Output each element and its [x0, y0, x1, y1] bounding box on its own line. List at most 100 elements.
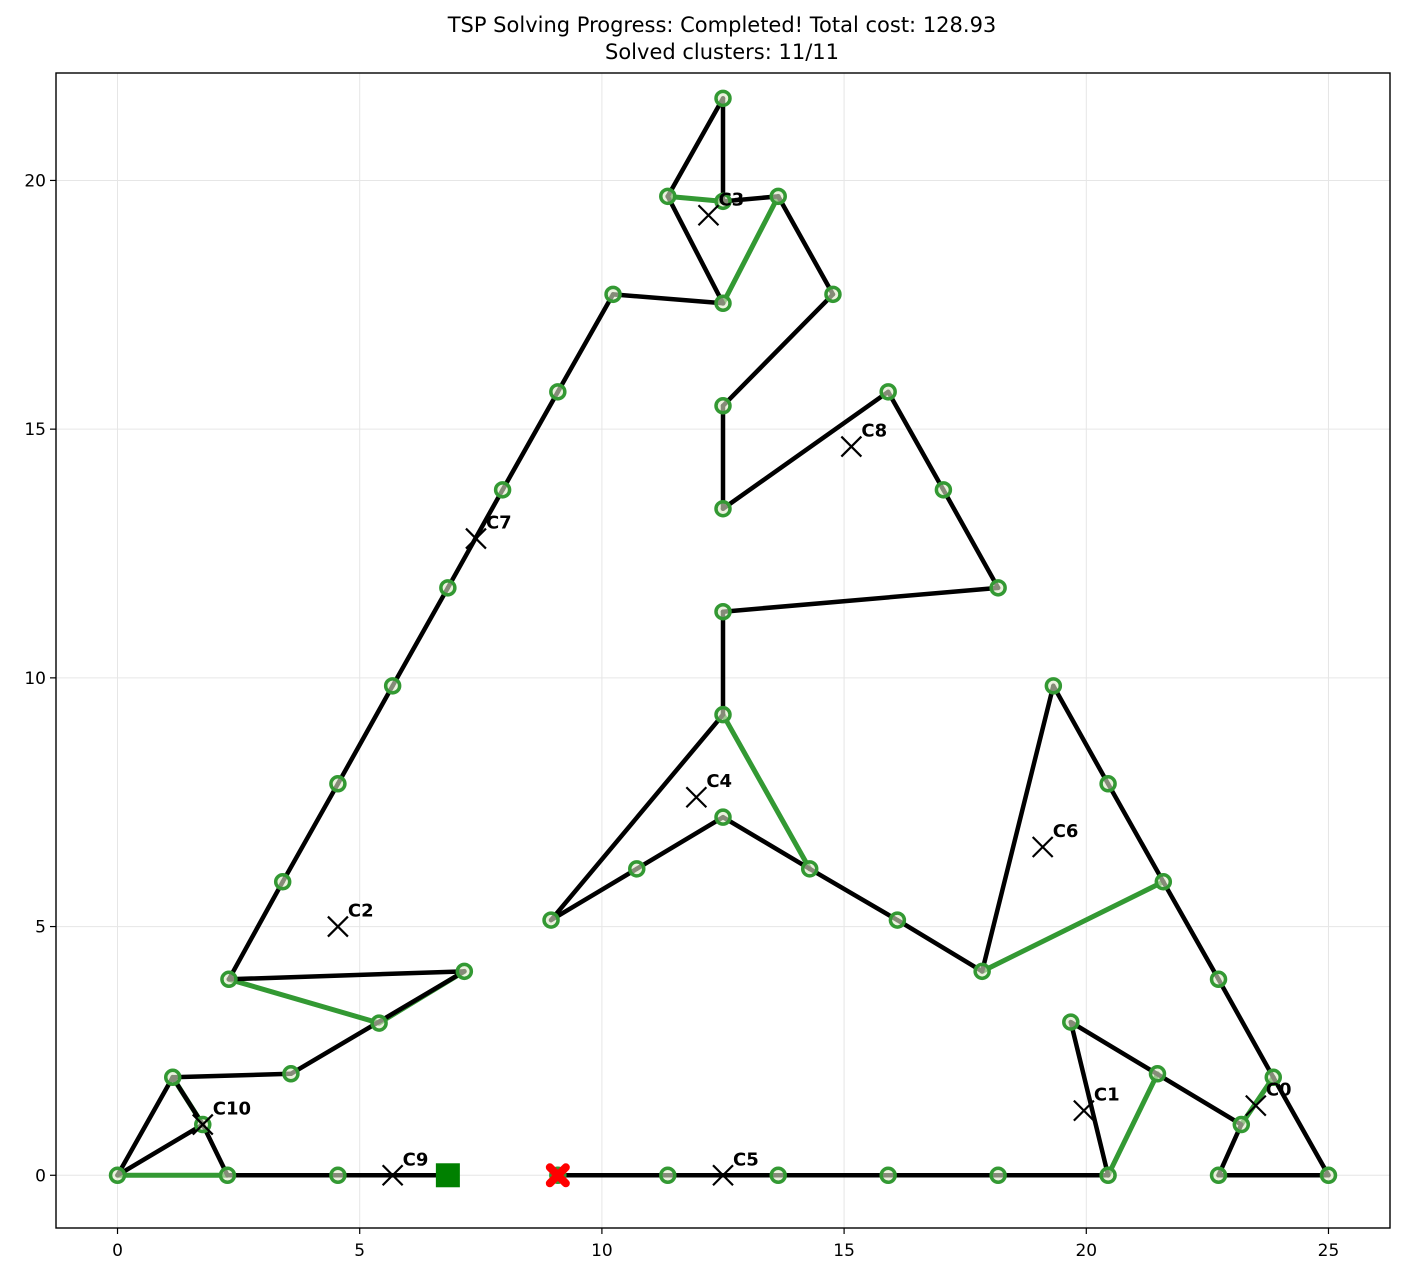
tour-edge — [335, 683, 395, 787]
tour-edge — [807, 866, 900, 923]
node-point — [714, 294, 732, 313]
centroid-x-marker — [1245, 1094, 1267, 1117]
tour-edge — [226, 969, 467, 982]
tour-edge — [170, 1071, 294, 1080]
tour-edge — [665, 96, 726, 199]
node-point — [824, 285, 842, 304]
node-point — [714, 499, 732, 518]
tour-edge — [885, 389, 946, 493]
node-point — [329, 775, 347, 793]
node-point — [934, 481, 953, 499]
tour-edge — [941, 487, 1001, 591]
start-end-markers — [435, 1163, 570, 1188]
tour-edge — [1068, 1019, 1111, 1178]
cluster-label: C10 — [213, 1099, 251, 1120]
node-point — [879, 383, 897, 401]
tour-edge — [720, 585, 1001, 614]
tour-edge — [720, 292, 836, 409]
node-point — [1099, 775, 1117, 793]
cluster-label: C2 — [348, 901, 374, 922]
tour-edge — [610, 292, 726, 306]
y-tick-label: 0 — [35, 1166, 46, 1186]
y-tick-label: 15 — [24, 420, 46, 440]
node-point — [769, 187, 787, 206]
y-tick-label: 5 — [35, 918, 46, 938]
node-point — [1209, 1166, 1228, 1185]
centroid-x-marker — [191, 1113, 214, 1136]
node-point — [714, 89, 732, 108]
tour-edge — [390, 585, 451, 689]
intra-cluster-edge — [720, 712, 813, 872]
centroid-x-marker — [697, 204, 720, 227]
intra-cluster-edge — [226, 976, 382, 1026]
node-point — [714, 705, 732, 724]
node-point — [1154, 873, 1173, 891]
intra-cluster-edge — [979, 879, 1166, 974]
tour-edge — [115, 1122, 206, 1178]
cluster-label: C9 — [403, 1149, 429, 1170]
tour-edge — [555, 292, 616, 395]
tour-edge — [1051, 683, 1111, 787]
centroid-x-marker — [712, 1164, 734, 1187]
nodes — [108, 89, 1338, 1185]
tour-edge — [720, 814, 812, 872]
node-point — [329, 1166, 347, 1185]
node-point — [1148, 1065, 1167, 1083]
x-tick-label: 10 — [591, 1241, 613, 1261]
node-point — [888, 911, 907, 929]
start-marker — [435, 1163, 460, 1188]
node-point — [1099, 1166, 1117, 1185]
tour-edge — [280, 781, 341, 885]
tour-edge — [1105, 781, 1166, 885]
cluster-label: C8 — [861, 421, 887, 442]
y-tick-label: 10 — [24, 669, 46, 689]
x-tick-label: 0 — [112, 1241, 123, 1261]
centroid-x-marker — [465, 527, 487, 550]
end-marker — [545, 1163, 570, 1188]
tour-edge — [634, 814, 726, 872]
x-tick-label: 20 — [1075, 1241, 1097, 1261]
tour-edges — [115, 96, 1331, 1178]
centroid-x-marker — [840, 435, 863, 458]
tour-edge — [1216, 977, 1276, 1080]
node-point — [714, 808, 732, 826]
node-point — [1044, 677, 1063, 695]
tour-edge — [1216, 1122, 1244, 1178]
ticks: 0 5 10 15 20 25 0 5 10 15 20 — [24, 171, 1339, 1261]
node-point — [163, 1068, 182, 1087]
node-point — [1264, 1068, 1283, 1087]
chart-subtitle: Solved clusters: 11/11 — [605, 40, 839, 64]
node-point — [383, 677, 402, 695]
node-point — [604, 285, 622, 304]
cluster-label: C0 — [1266, 1080, 1292, 1101]
tour-edge — [665, 194, 726, 306]
intra-cluster-edge — [665, 193, 726, 204]
cluster-label: C5 — [733, 1149, 759, 1170]
tour-edge — [1161, 879, 1221, 982]
node-point — [769, 1166, 787, 1185]
node-point — [879, 1166, 897, 1185]
x-tick-label: 5 — [354, 1241, 365, 1261]
node-point — [989, 579, 1007, 597]
node-point — [1062, 1013, 1080, 1031]
node-point — [455, 962, 474, 981]
node-point — [800, 860, 819, 878]
centroid-x-marker — [381, 1164, 404, 1187]
chart-title: TSP Solving Progress: Completed! Total c… — [447, 13, 997, 37]
node-point — [714, 397, 732, 415]
tour-edge — [1271, 1075, 1331, 1178]
centroid-x-marker — [1073, 1099, 1095, 1122]
centroid-x-marker — [1031, 836, 1054, 858]
node-point — [659, 1166, 677, 1185]
node-point — [220, 970, 238, 989]
node-point — [714, 192, 732, 211]
tour-edge — [200, 1122, 230, 1178]
node-point — [714, 602, 732, 621]
node-point — [439, 579, 457, 597]
x-tick-label: 25 — [1318, 1241, 1340, 1261]
centroid-x-marker — [327, 915, 349, 938]
node-point — [108, 1166, 127, 1185]
tour-edge — [720, 194, 781, 204]
cluster-label: C3 — [718, 189, 744, 210]
node-point — [973, 962, 991, 981]
